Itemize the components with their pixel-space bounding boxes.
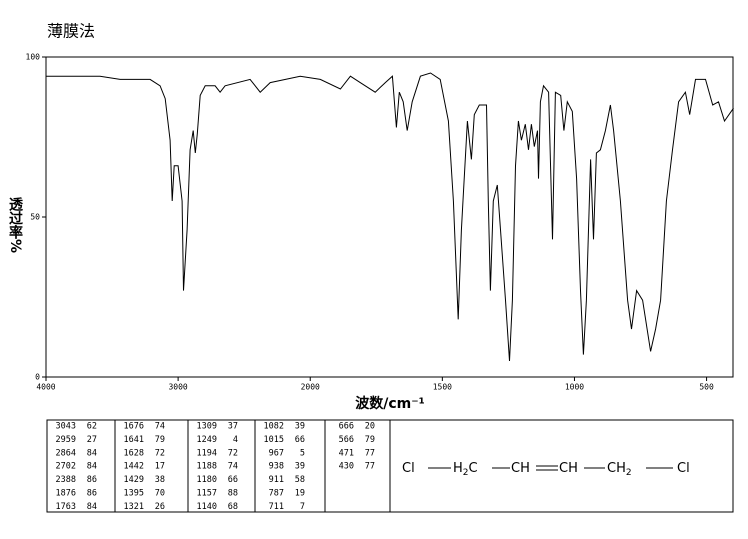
peak-wavenumber: 1194 — [197, 448, 217, 458]
y-tick-label: 0 — [35, 373, 40, 382]
x-tick-label: 2000 — [301, 383, 320, 392]
structure — [428, 465, 673, 471]
peak-transmittance: 7 — [300, 502, 305, 512]
peak-wavenumber: 787 — [269, 489, 284, 499]
peak-wavenumber: 1309 — [197, 422, 217, 432]
peak-transmittance: 66 — [228, 475, 238, 485]
peak-transmittance: 74 — [228, 462, 238, 472]
peak-transmittance: 62 — [87, 422, 97, 432]
peak-transmittance: 26 — [155, 502, 165, 512]
peak-wavenumber: 666 — [339, 422, 354, 432]
peak-wavenumber: 1628 — [124, 448, 144, 458]
x-axis-label: 波数/cm⁻¹ — [355, 395, 425, 412]
peak-transmittance: 27 — [87, 435, 97, 445]
peak-transmittance: 39 — [295, 462, 305, 472]
peak-transmittance: 66 — [295, 435, 305, 445]
peak-wavenumber: 1641 — [124, 435, 144, 445]
peak-transmittance: 70 — [155, 489, 165, 499]
atom-sub: 2 — [463, 468, 469, 478]
peak-transmittance: 84 — [87, 448, 97, 458]
peak-transmittance: 20 — [365, 422, 375, 432]
peak-transmittance: 37 — [228, 422, 238, 432]
peak-transmittance: 58 — [295, 475, 305, 485]
peak-wavenumber: 1429 — [124, 475, 144, 485]
peak-transmittance: 88 — [228, 489, 238, 499]
atom: CH — [559, 461, 578, 476]
peak-transmittance: 79 — [365, 435, 375, 445]
peak-wavenumber: 1157 — [197, 489, 217, 499]
peak-wavenumber: 1188 — [197, 462, 217, 472]
peak-transmittance: 38 — [155, 475, 165, 485]
atom-text: H — [453, 461, 463, 476]
atom: CH2 — [607, 461, 632, 478]
peak-wavenumber: 1442 — [124, 462, 144, 472]
peak-wavenumber: 430 — [339, 462, 354, 472]
peak-wavenumber: 1321 — [124, 502, 144, 512]
peak-wavenumber: 938 — [269, 462, 284, 472]
y-axis-label: 透过率% — [7, 197, 23, 253]
peak-wavenumber: 911 — [269, 475, 284, 485]
peak-wavenumber: 2959 — [56, 435, 76, 445]
peak-wavenumber: 967 — [269, 448, 284, 458]
peak-wavenumber: 1395 — [124, 489, 144, 499]
peak-wavenumber: 566 — [339, 435, 354, 445]
atom-text: CH — [559, 461, 578, 476]
peak-transmittance: 74 — [155, 422, 165, 432]
atom-text: Cl — [677, 461, 690, 476]
atom-text: CH — [511, 461, 530, 476]
peak-wavenumber: 711 — [269, 502, 284, 512]
atom-text: CH — [607, 461, 626, 476]
peak-wavenumber: 1876 — [56, 489, 76, 499]
peak-transmittance: 79 — [155, 435, 165, 445]
x-tick-label: 500 — [699, 383, 714, 392]
peak-wavenumber: 2388 — [56, 475, 76, 485]
peak-transmittance: 72 — [155, 448, 165, 458]
y-tick-label: 100 — [26, 53, 41, 62]
atom: Cl — [677, 461, 690, 476]
peak-transmittance: 84 — [87, 462, 97, 472]
chart-title: 薄膜法 — [47, 22, 95, 41]
peak-wavenumber: 3043 — [56, 422, 76, 432]
peak-transmittance: 77 — [365, 448, 375, 458]
peak-transmittance: 86 — [87, 475, 97, 485]
atom: CH — [511, 461, 530, 476]
x-tick-label: 3000 — [168, 383, 187, 392]
peak-transmittance: 5 — [300, 448, 305, 458]
peak-wavenumber: 1676 — [124, 422, 144, 432]
peak-transmittance: 84 — [87, 502, 97, 512]
peak-transmittance: 39 — [295, 422, 305, 432]
peak-transmittance: 86 — [87, 489, 97, 499]
x-tick-label: 4000 — [36, 383, 55, 392]
peak-wavenumber: 1082 — [264, 422, 284, 432]
peak-wavenumber: 471 — [339, 448, 354, 458]
plot-frame — [45, 56, 734, 378]
y-tick-label: 50 — [30, 213, 40, 222]
peak-transmittance: 4 — [233, 435, 238, 445]
peak-transmittance: 77 — [365, 462, 375, 472]
peak-transmittance: 68 — [228, 502, 238, 512]
atom-text: Cl — [402, 461, 415, 476]
atom: H2C — [453, 461, 478, 478]
x-tick-label: 1500 — [433, 383, 452, 392]
peak-transmittance: 72 — [228, 448, 238, 458]
atom: Cl — [402, 461, 415, 476]
spectrum-line — [46, 72, 734, 362]
peak-wavenumber: 1763 — [56, 502, 76, 512]
peak-transmittance: 19 — [295, 489, 305, 499]
peak-wavenumber: 1249 — [197, 435, 217, 445]
peak-wavenumber: 2702 — [56, 462, 76, 472]
peak-wavenumber: 1140 — [197, 502, 217, 512]
peak-wavenumber: 1015 — [264, 435, 284, 445]
atom-sub: 2 — [626, 468, 632, 478]
peak-wavenumber: 2864 — [56, 448, 76, 458]
atom-tail: C — [469, 461, 478, 476]
x-tick-label: 1000 — [565, 383, 584, 392]
peak-transmittance: 17 — [155, 462, 165, 472]
peak-wavenumber: 1180 — [197, 475, 217, 485]
